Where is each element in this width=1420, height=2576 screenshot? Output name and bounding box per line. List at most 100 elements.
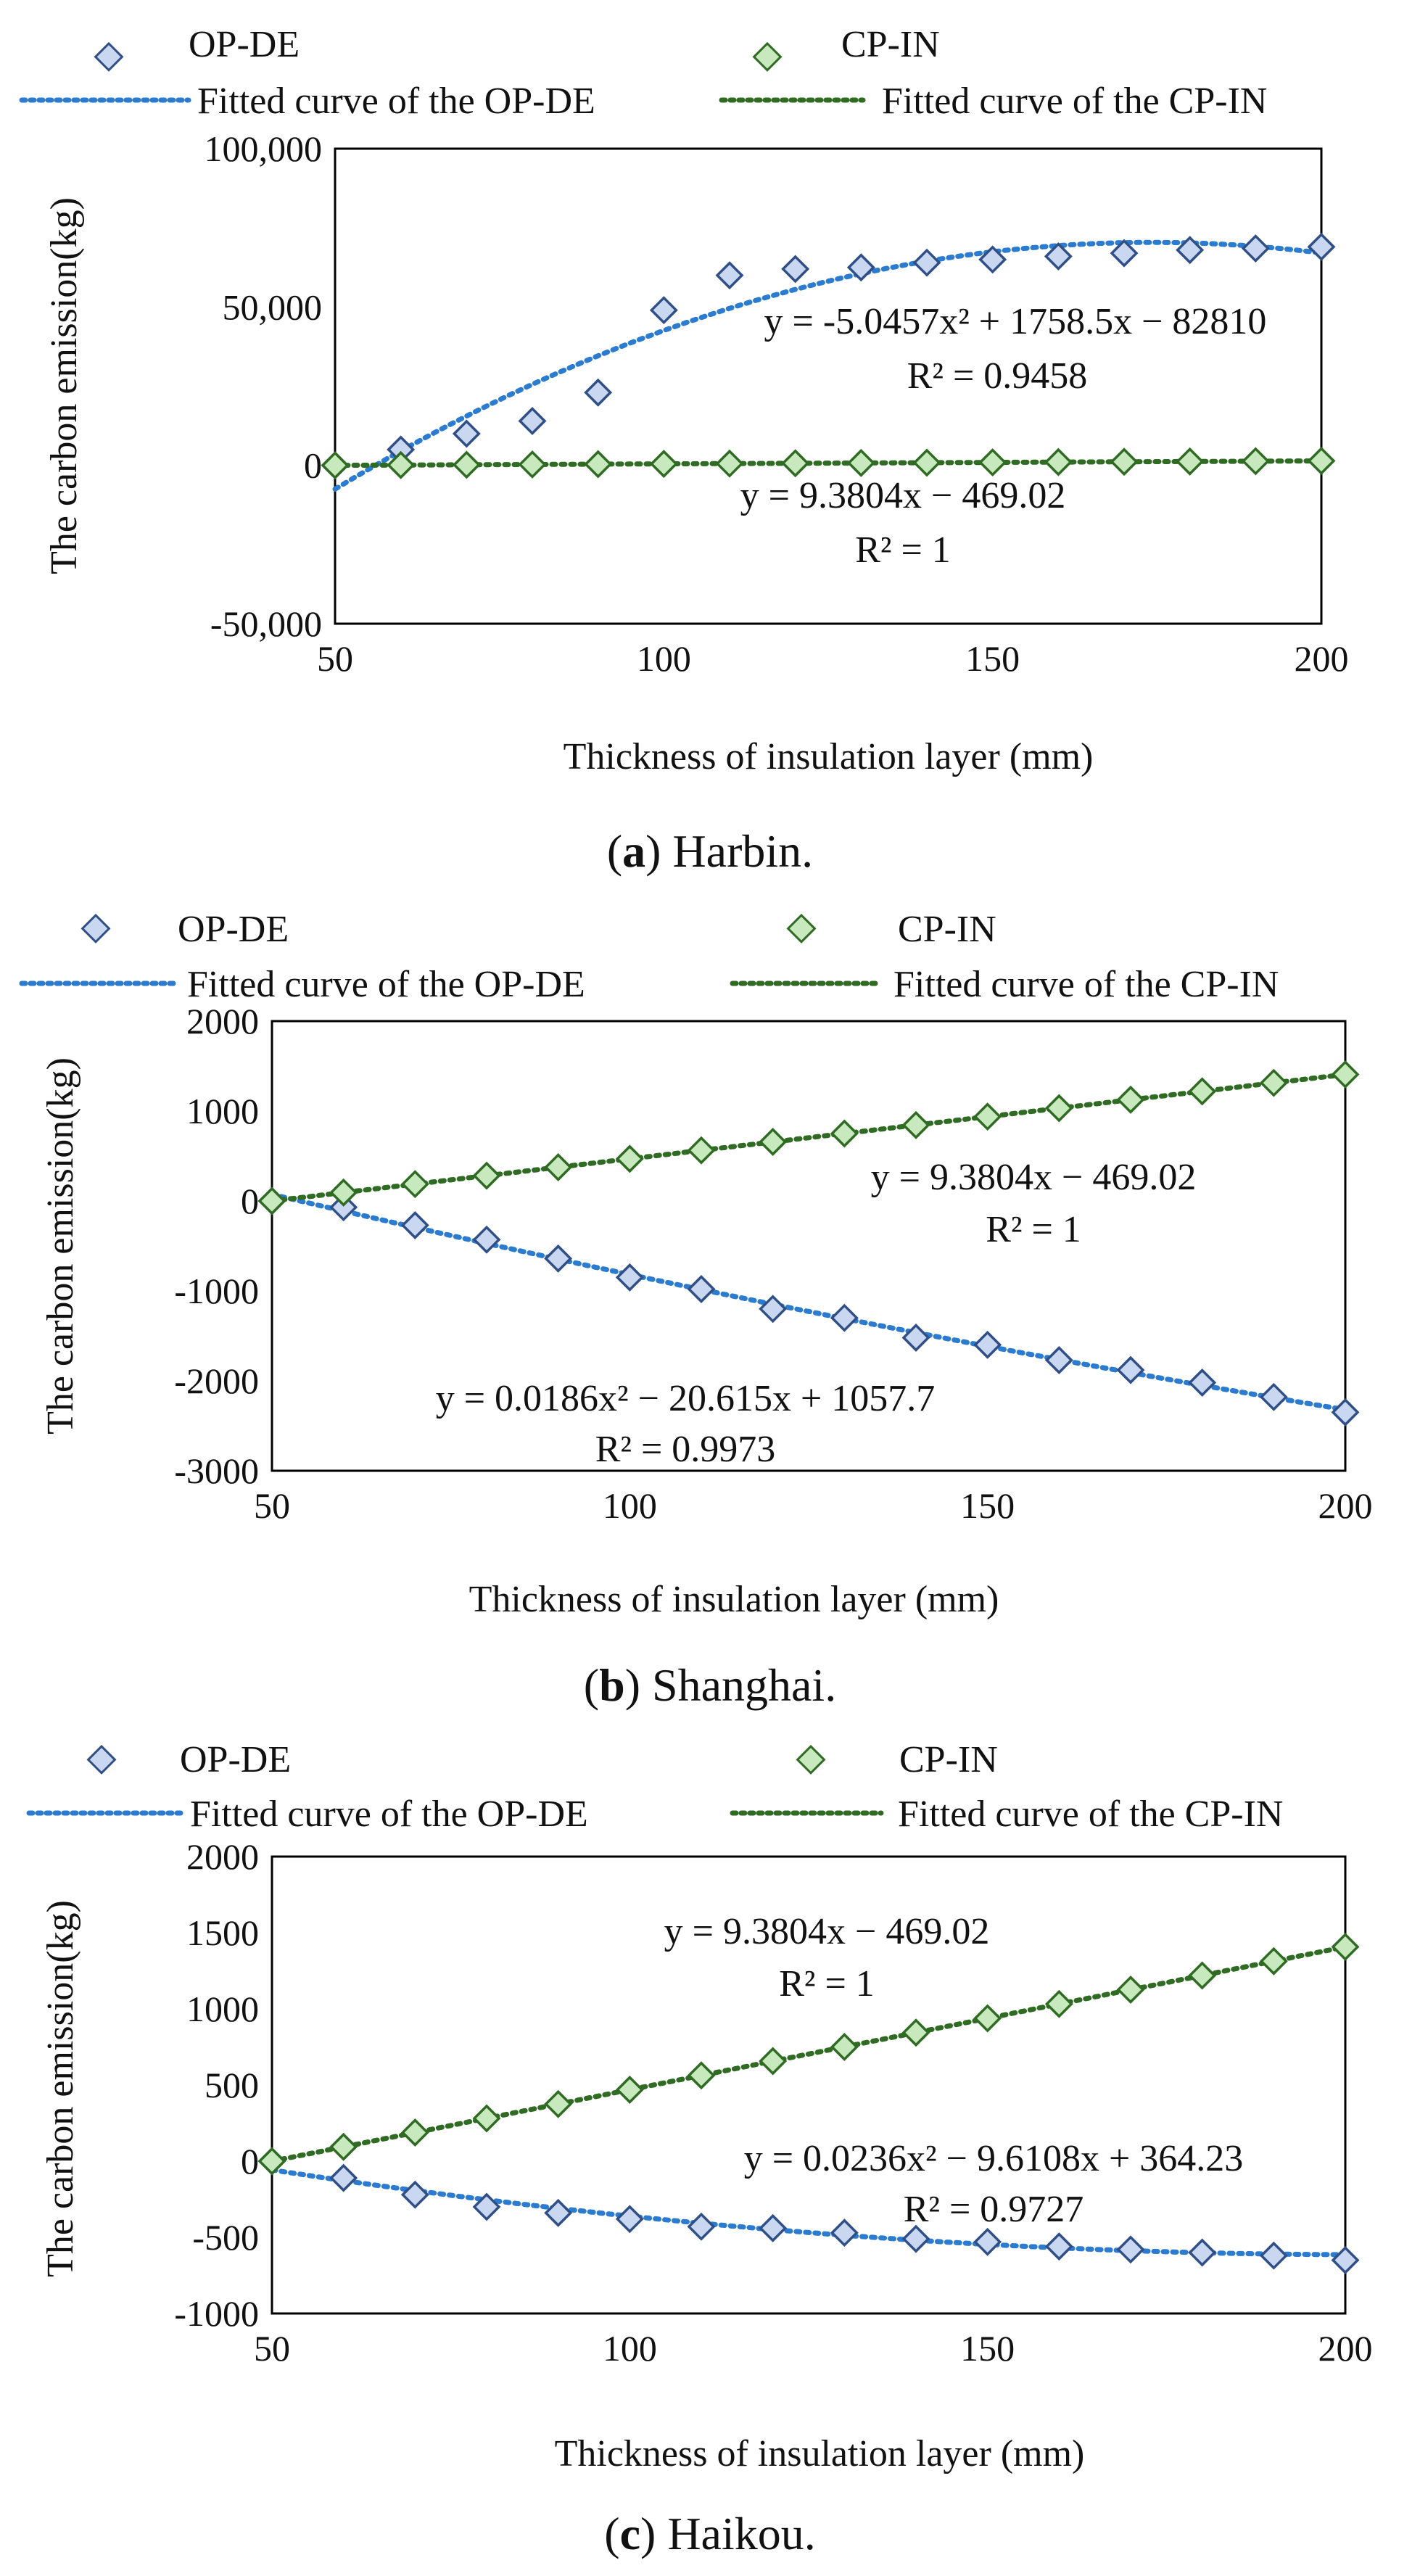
cp-point [1188, 1077, 1217, 1106]
y-ticks: -1000 -500 0 500 1000 1500 2000 [174, 1836, 259, 2334]
legend-op-fit-label: Fitted curve of the OP-DE [190, 1793, 588, 1835]
legend-op-marker [86, 1744, 117, 1775]
op-point [544, 2198, 573, 2227]
cp-point [649, 450, 678, 479]
caption-letter: b [599, 1659, 625, 1711]
op-point [1176, 236, 1205, 265]
caption-letter: c [620, 2508, 640, 2559]
data-points [321, 232, 1336, 480]
op-point [1188, 2238, 1217, 2267]
op-point [1259, 2241, 1288, 2270]
caption-text: Haikou. [667, 2508, 815, 2559]
cp-point [687, 2061, 716, 2090]
legend-cp-fit-label: Fitted curve of the CP-IN [898, 1793, 1283, 1835]
op-point [329, 1193, 358, 1222]
cp-equation: y = 9.3804x − 469.02 [871, 1157, 1197, 1198]
op-point [452, 419, 481, 448]
cp-point [687, 1136, 716, 1165]
y-tick-label: 1000 [186, 1989, 259, 2029]
cp-point [257, 2147, 286, 2176]
op-point [329, 2163, 358, 2192]
op-fit-curve [332, 239, 1324, 492]
x-ticks: 50 100 150 200 [254, 2328, 1373, 2369]
op-point [1241, 234, 1270, 263]
cp-point [1331, 1933, 1360, 1962]
legend-cp-label: CP-IN [899, 1739, 998, 1780]
op-point [846, 253, 875, 282]
cp-point [329, 1178, 358, 1207]
cp-point [1331, 1060, 1360, 1089]
cp-point [452, 450, 481, 479]
legend-cp-label: CP-IN [841, 24, 940, 65]
x-tick-label: 50 [254, 2328, 290, 2369]
y-tick-label: 0 [304, 445, 322, 486]
panel-haikou: OP-DE CP-IN Fitted curve of the OP-DE Fi… [26, 1739, 1373, 2559]
data-points [257, 1060, 1360, 1427]
op-point [759, 1295, 788, 1324]
y-tick-label: -2000 [174, 1361, 259, 1401]
cp-point [518, 450, 547, 479]
op-point [781, 255, 810, 284]
legend: OP-DE CP-IN Fitted curve of the OP-DE Fi… [19, 909, 1279, 1005]
cp-point [759, 2047, 788, 2076]
op-r2: R² = 0.9727 [904, 2189, 1084, 2230]
x-tick-label: 150 [960, 1485, 1015, 1526]
data-points [257, 1933, 1360, 2274]
x-tick-label: 100 [603, 2328, 657, 2369]
cp-point [400, 1170, 429, 1199]
cp-point [329, 2132, 358, 2161]
op-point [973, 1330, 1002, 1359]
op-point [687, 1275, 716, 1303]
cp-point [901, 2018, 930, 2047]
caption-letter: a [622, 825, 645, 877]
cp-point [1259, 1947, 1288, 1976]
x-ticks: 50 100 150 200 [317, 638, 1349, 679]
caption: (a) Harbin. [607, 825, 813, 877]
x-tick-label: 200 [1318, 1485, 1373, 1526]
cp-point [978, 448, 1007, 477]
op-point [830, 1303, 859, 1332]
legend-op-fit-label: Fitted curve of the OP-DE [187, 964, 585, 1005]
op-equation: y = 0.0236x² − 9.6108x + 364.23 [744, 2138, 1244, 2179]
cp-point [387, 450, 416, 479]
y-ticks: -50,000 0 50,000 100,000 [205, 128, 323, 644]
y-tick-label: -1000 [174, 1271, 259, 1311]
cp-point [1241, 447, 1270, 476]
y-tick-label: 500 [205, 2065, 259, 2105]
cp-point [1116, 1085, 1145, 1114]
cp-point [544, 1153, 573, 1181]
cp-fit-curve [269, 1944, 1348, 2164]
y-tick-label: 50,000 [223, 286, 323, 327]
cp-point [973, 2004, 1002, 2033]
legend-op-marker [81, 913, 111, 944]
op-point [472, 2192, 501, 2221]
op-point [1044, 1346, 1073, 1374]
op-point [1259, 1382, 1288, 1411]
op-point [1044, 242, 1073, 271]
cp-point [472, 1161, 501, 1190]
op-point [472, 1225, 501, 1254]
op-equation: y = 0.0186x² − 20.615x + 1057.7 [436, 1378, 936, 1419]
op-point [830, 2218, 859, 2247]
cp-fit-curve [332, 458, 1324, 468]
legend-cp-fit-label: Fitted curve of the CP-IN [893, 964, 1279, 1005]
cp-point [846, 448, 875, 477]
legend-op-label: OP-DE [178, 909, 289, 950]
cp-point [973, 1102, 1002, 1131]
cp-r2: R² = 1 [855, 529, 951, 571]
op-equation: y = -5.0457x² + 1758.5x − 82810 [764, 301, 1267, 342]
op-point [1188, 1368, 1217, 1397]
op-point [978, 245, 1007, 274]
cp-point [715, 449, 744, 478]
cp-point [400, 2118, 429, 2147]
legend-cp-fit-label: Fitted curve of the CP-IN [882, 80, 1267, 122]
y-axis-label: The carbon emission(kg) [44, 197, 85, 574]
op-point [1307, 232, 1336, 261]
x-ticks: 50 100 150 200 [254, 1485, 1373, 1526]
op-point [400, 2180, 429, 2209]
op-point [1331, 2246, 1360, 2274]
op-point [687, 2212, 716, 2241]
plot-frame [271, 1855, 1347, 2315]
x-tick-label: 100 [637, 638, 691, 679]
cp-r2: R² = 1 [986, 1209, 1081, 1250]
